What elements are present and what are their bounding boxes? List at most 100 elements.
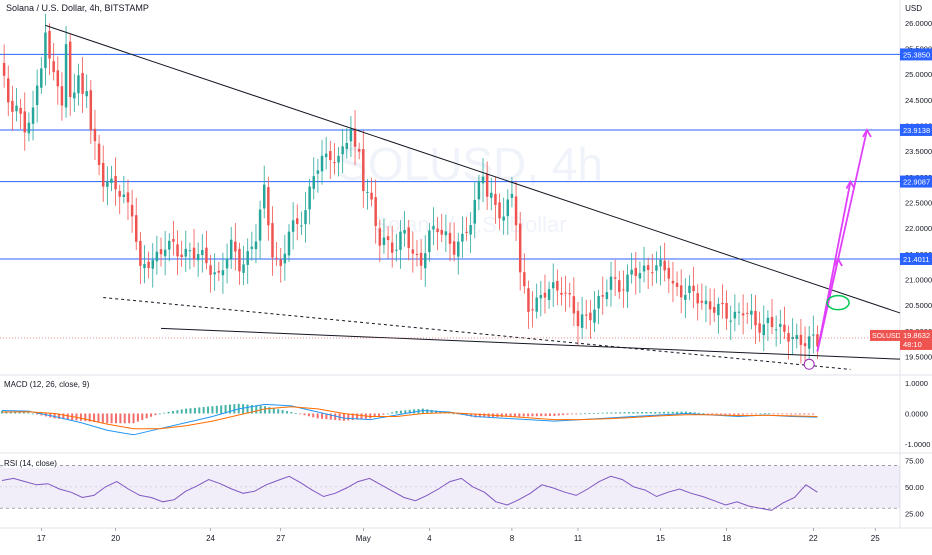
macd-histogram-bar: [79, 413, 82, 421]
candle-body: [378, 228, 382, 246]
candle-body: [700, 300, 704, 303]
candle-body: [539, 295, 543, 299]
candle-body: [646, 265, 650, 271]
candle-body: [696, 293, 699, 304]
candle-body: [81, 72, 84, 94]
candle-body: [246, 251, 249, 265]
candle-body: [221, 270, 225, 276]
candle-body: [733, 311, 737, 319]
macd-histogram-bar: [592, 413, 595, 414]
candle-body: [461, 233, 464, 242]
macd-histogram-bar: [110, 413, 113, 424]
candle-body: [543, 292, 547, 298]
candle-body: [60, 86, 64, 106]
candle-body: [675, 282, 679, 287]
candle-body: [184, 248, 188, 257]
candle-body: [452, 241, 456, 255]
candle-body: [155, 251, 159, 262]
macd-histogram-bar: [684, 411, 687, 414]
candle-body: [238, 248, 241, 272]
macd-histogram-bar: [575, 413, 578, 415]
candle-body: [341, 146, 344, 155]
candle-body: [93, 128, 97, 142]
candle-body: [205, 247, 208, 264]
candle-body: [750, 310, 753, 315]
candle-body: [746, 312, 749, 314]
candle-body: [31, 107, 35, 124]
macd-histogram-bar: [662, 411, 665, 414]
candle-body: [551, 282, 555, 289]
candle-body: [68, 41, 72, 97]
candle-body: [192, 247, 196, 260]
macd-histogram-bar: [518, 413, 521, 417]
candle-body: [73, 92, 76, 99]
macd-histogram-bar: [605, 412, 608, 414]
candle-body: [411, 249, 415, 254]
candle-body: [337, 155, 340, 163]
time-tick-label: 15: [656, 534, 665, 543]
macd-histogram-bar: [540, 413, 543, 417]
candle-body: [304, 210, 307, 225]
candle-body: [692, 285, 695, 292]
candle-body: [712, 307, 716, 313]
candle-body: [56, 70, 60, 87]
macd-histogram-bar: [220, 405, 223, 414]
macd-histogram-bar: [277, 409, 280, 414]
macd-histogram-bar: [329, 413, 332, 420]
time-tick-label: 22: [809, 534, 818, 543]
candle-body: [774, 329, 778, 331]
macd-histogram-bar: [470, 413, 473, 417]
candle-body: [638, 273, 642, 279]
macd-histogram-bar: [342, 413, 345, 421]
candle-body: [490, 192, 493, 198]
rsi-tick-label: 50.00: [905, 483, 924, 492]
macd-histogram-bar: [711, 413, 714, 415]
candle-body: [118, 191, 121, 197]
candle-body: [473, 199, 477, 224]
candle-body: [291, 220, 295, 232]
macd-histogram-bar: [132, 413, 135, 424]
candle-body: [163, 249, 167, 257]
candle-body: [762, 324, 765, 336]
macd-histogram-bar: [18, 412, 21, 414]
macd-histogram-bar: [171, 411, 174, 414]
macd-histogram-bar: [750, 413, 753, 415]
macd-histogram-bar: [180, 409, 183, 414]
candle-body: [407, 227, 410, 248]
macd-histogram-bar: [474, 413, 477, 418]
macd-histogram-bar: [798, 413, 801, 415]
candle-body: [688, 285, 691, 293]
macd-histogram-bar: [579, 413, 582, 415]
candle-body: [370, 192, 373, 200]
candle-body: [494, 193, 497, 205]
chart-title: Solana / U.S. Dollar, 4h, BITSTAMP: [6, 3, 149, 13]
macd-histogram-bar: [40, 413, 43, 416]
candle-body: [531, 309, 534, 311]
macd-histogram-bar: [566, 413, 569, 415]
candle-body: [609, 276, 613, 290]
macd-histogram-bar: [334, 413, 337, 420]
macd-histogram-bar: [307, 413, 310, 417]
candle-body: [188, 250, 192, 252]
candle-body: [40, 68, 43, 88]
candle-body: [386, 236, 390, 240]
macd-histogram-bar: [439, 411, 442, 414]
time-tick-label: 18: [722, 534, 731, 543]
macd-histogram-bar: [408, 409, 411, 414]
macd-histogram-bar: [435, 410, 438, 414]
candle-body: [85, 91, 88, 97]
macd-histogram-bar: [369, 413, 372, 419]
candle-body: [196, 254, 200, 261]
macd-histogram-bar: [671, 411, 674, 414]
macd-histogram-bar: [106, 413, 109, 424]
macd-histogram-bar: [1, 411, 3, 414]
macd-histogram-bar: [312, 413, 315, 418]
macd-histogram-bar: [272, 408, 275, 414]
candle-body: [605, 292, 609, 300]
macd-tick-label: 0.0000: [905, 410, 928, 419]
macd-histogram-bar: [658, 412, 661, 414]
candle-body: [262, 184, 266, 209]
macd-histogram-bar: [356, 413, 359, 420]
candle-body: [671, 280, 675, 284]
